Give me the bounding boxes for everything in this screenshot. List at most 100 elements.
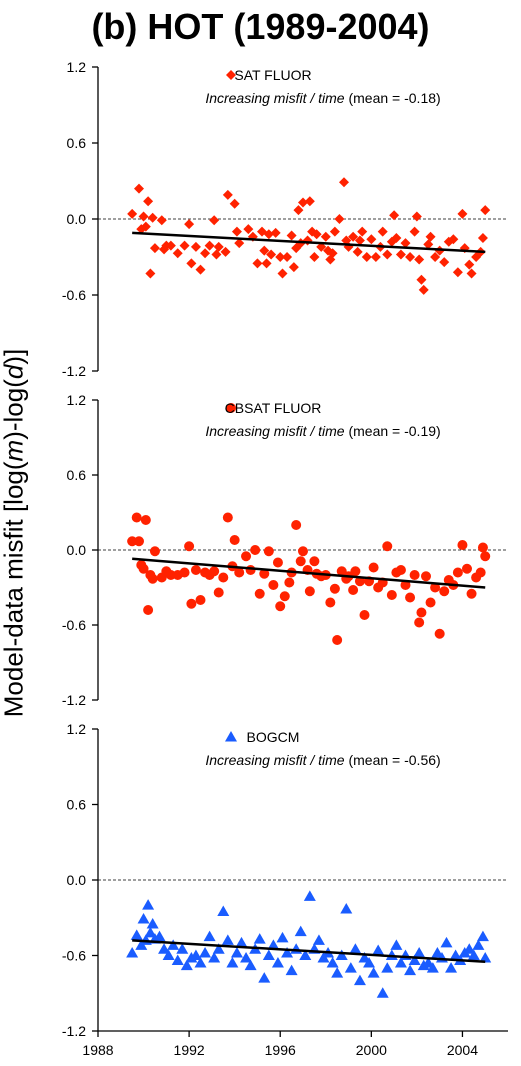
data-point [261,258,272,269]
data-point [203,930,216,942]
data-point [267,939,280,950]
data-point [212,943,225,954]
data-point [466,268,477,279]
data-point [284,577,295,588]
data-point [325,597,336,608]
y-tick-label: 1.2 [67,59,87,75]
data-point [457,540,468,550]
data-point [138,211,149,222]
data-point [272,557,283,568]
data-point [268,580,279,590]
data-point [357,226,368,237]
data-point [195,264,206,275]
data-point [400,238,411,249]
data-point [370,252,381,262]
trend-line [132,557,486,589]
data-point [167,939,180,950]
data-point [367,967,380,978]
y-tick-label: 1.2 [67,392,87,408]
chart-panel-3: 1.2 0.6 0.0 -0.6 -1.2 1988 1992 1996 2000 2004 BOG… [62,721,508,1058]
data-point [334,214,345,224]
data-point [213,587,224,598]
data-point [229,535,240,545]
data-point [395,249,406,260]
data-point [377,226,388,237]
data-point [394,957,407,968]
data-point [332,635,343,645]
data-point [462,563,472,574]
data-point [144,926,157,938]
data-point [186,258,197,269]
data-point [405,592,416,603]
data-point [222,512,233,523]
data-point [140,515,151,525]
data-point [291,520,302,530]
data-point [194,957,207,968]
data-point [138,563,149,574]
data-point [244,959,257,971]
annotation-italic: Increasing misfit / time [205,90,344,106]
data-point [171,954,184,966]
data-point [208,952,221,963]
data-point [376,987,389,998]
data-point [404,964,417,976]
data-point [439,257,450,268]
data-point [339,177,349,188]
data-point [457,208,468,219]
y-tick-label: 0.6 [67,467,87,483]
data-point [140,221,151,232]
data-point [209,566,220,577]
data-point [293,205,304,216]
data-point [386,590,397,600]
data-point [340,902,353,914]
annotation: Increasing misfit / time (mean = -0.18) [205,90,440,106]
data-point [425,597,436,608]
data-point [190,241,201,252]
data-point [275,252,286,262]
data-point [147,212,158,223]
data-point [143,605,154,615]
legend-marker [226,403,236,413]
x-tick-label: 1996 [265,1042,296,1058]
data-point [285,964,298,976]
data-point [158,943,171,954]
data-point [298,546,308,557]
data-point [156,215,167,226]
data-point [479,952,492,963]
data-point [359,610,370,620]
data-point [311,229,322,240]
trend-line [132,939,486,964]
data-point [279,591,290,602]
data-point [390,939,403,950]
data-point [348,585,359,595]
data-point [130,929,143,940]
data-point [186,598,197,609]
data-point [259,568,270,579]
data-point [336,566,347,577]
data-point [231,226,242,237]
legend-label: BOGCM [247,729,300,745]
data-point [149,243,160,254]
data-point [448,234,459,245]
data-point [411,211,422,222]
data-point [363,957,376,968]
data-point [434,628,445,639]
data-point [241,551,252,562]
data-point [382,541,393,552]
data-point [382,249,393,260]
data-point [329,583,340,594]
data-point [395,565,406,575]
legend-label: CBSAT FLUOR [225,400,322,416]
data-point [309,252,320,262]
data-point [477,233,488,243]
data-point [426,962,439,973]
data-point [354,235,365,246]
y-tick-label: 0.6 [67,135,87,151]
data-point [326,957,339,968]
annotation: Increasing misfit / time (mean = -0.56) [205,752,440,768]
y-tick-label: 0.0 [67,872,87,888]
data-point [253,933,266,944]
annotation: Increasing misfit / time (mean = -0.19) [205,423,440,439]
data-point [309,556,320,567]
